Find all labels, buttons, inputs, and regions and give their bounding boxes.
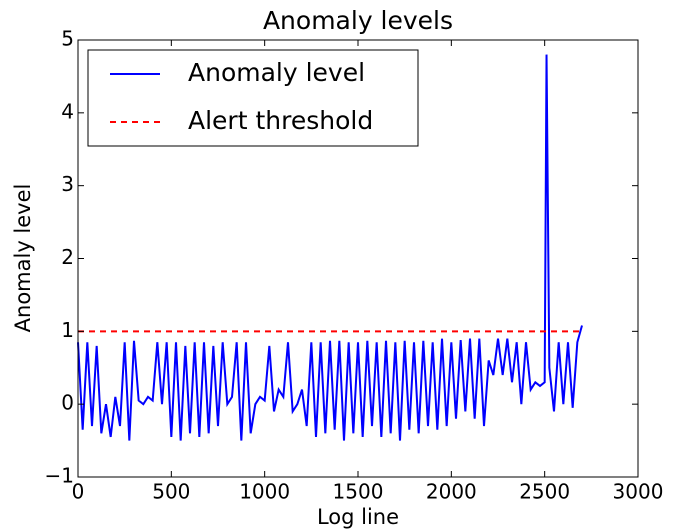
- x-tick-label: 0: [72, 480, 85, 504]
- y-tick-label: 1: [61, 318, 74, 342]
- x-tick-label: 2500: [519, 480, 570, 504]
- y-tick-label: −1: [45, 464, 74, 488]
- y-tick-label: 2: [61, 245, 74, 269]
- legend-box: [87, 49, 419, 147]
- series-line: [77, 54, 583, 441]
- y-tick-label: 5: [61, 27, 74, 51]
- x-tick-label: 3000: [613, 480, 664, 504]
- x-tick-label: 1000: [239, 480, 290, 504]
- y-axis-label: Anomaly level: [11, 184, 35, 333]
- legend-label: Alert threshold: [188, 106, 373, 135]
- plot-frame: [77, 39, 639, 478]
- y-tick-label: 3: [61, 172, 74, 196]
- chart-title: Anomaly levels: [263, 6, 453, 35]
- x-tick-label: 500: [152, 480, 190, 504]
- x-axis-label: Log line: [317, 505, 399, 529]
- y-tick-label: 4: [61, 99, 74, 123]
- legend-label: Anomaly level: [188, 58, 365, 87]
- x-tick-label: 1500: [333, 480, 384, 504]
- y-tick-label: 0: [61, 391, 74, 415]
- x-tick-label: 2000: [426, 480, 477, 504]
